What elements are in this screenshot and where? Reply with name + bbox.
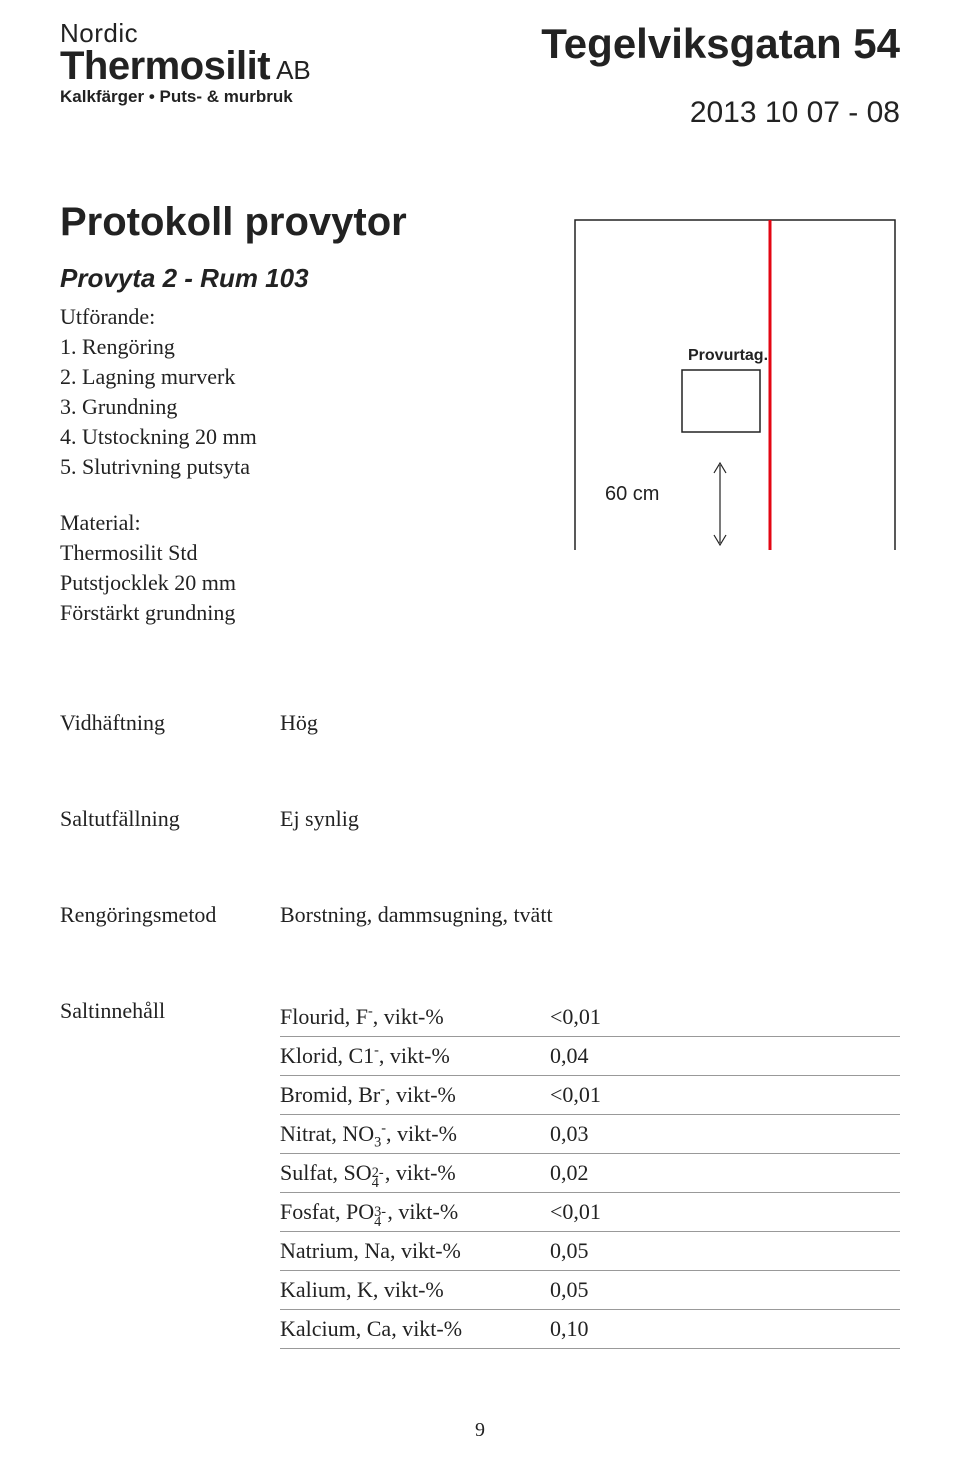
salt-row-value: 0,03 bbox=[550, 1121, 630, 1147]
salt-row-value: 0,02 bbox=[550, 1160, 630, 1186]
utforande-label: Utförande: bbox=[60, 304, 570, 330]
logo-tagline: Kalkfärger • Puts- & murbruk bbox=[60, 88, 311, 105]
salt-row: Bromid, Br-, vikt-%<0,01 bbox=[280, 1076, 900, 1115]
protocol-heading: Protokoll provytor bbox=[60, 200, 570, 245]
salt-row-value: <0,01 bbox=[550, 1082, 630, 1108]
salt-row-value: 0,05 bbox=[550, 1277, 630, 1303]
saltutfallning-label: Saltutfällning bbox=[60, 806, 280, 832]
vidhaftning-label: Vidhäftning bbox=[60, 710, 280, 736]
utforande-step: 2. Lagning murverk bbox=[60, 364, 570, 390]
utforande-step: 3. Grundning bbox=[60, 394, 570, 420]
logo-line-nordic: Nordic bbox=[60, 20, 311, 46]
salt-row-label: Kalium, K, vikt-% bbox=[280, 1277, 550, 1303]
salt-row: Nitrat, NO3-, vikt-%0,03 bbox=[280, 1115, 900, 1154]
rengoringsmetod-value: Borstning, dammsugning, tvätt bbox=[280, 902, 553, 928]
material-line: Förstärkt grundning bbox=[60, 600, 570, 626]
salt-row: Sulfat, SO42-, vikt-%0,02 bbox=[280, 1154, 900, 1193]
sample-box bbox=[682, 370, 760, 432]
provurtag-label: Provurtag. bbox=[688, 347, 768, 364]
salt-row-value: 0,10 bbox=[550, 1316, 630, 1342]
dimension-arrow bbox=[714, 463, 726, 545]
salt-row-value: 0,04 bbox=[550, 1043, 630, 1069]
salt-row-label: Bromid, Br-, vikt-% bbox=[280, 1082, 550, 1108]
salt-row: Flourid, F-, vikt-%<0,01 bbox=[280, 998, 900, 1037]
protocol-info: Protokoll provytor Provyta 2 - Rum 103 U… bbox=[60, 200, 570, 630]
page-header: Nordic Thermosilit AB Kalkfärger • Puts-… bbox=[60, 20, 900, 130]
dimension-label: 60 cm bbox=[605, 483, 659, 505]
protocol-subheading: Provyta 2 - Rum 103 bbox=[60, 263, 570, 294]
salt-section-label: Saltinnehåll bbox=[60, 998, 280, 1349]
rengoringsmetod-label: Rengöringsmetod bbox=[60, 902, 280, 928]
utforande-step: 5. Slutrivning putsyta bbox=[60, 454, 570, 480]
salt-row: Kalium, K, vikt-%0,05 bbox=[280, 1271, 900, 1310]
salt-row-value: 0,05 bbox=[550, 1238, 630, 1264]
rengoringsmetod-row: Rengöringsmetod Borstning, dammsugning, … bbox=[60, 902, 900, 928]
material-line: Putstjocklek 20 mm bbox=[60, 570, 570, 596]
salt-row-label: Natrium, Na, vikt-% bbox=[280, 1238, 550, 1264]
salt-row: Fosfat, PO43-, vikt-%<0,01 bbox=[280, 1193, 900, 1232]
logo-line-thermosilit: Thermosilit bbox=[60, 46, 270, 86]
salt-row-label: Kalcium, Ca, vikt-% bbox=[280, 1316, 550, 1342]
salt-row: Kalcium, Ca, vikt-%0,10 bbox=[280, 1310, 900, 1349]
material-line: Thermosilit Std bbox=[60, 540, 570, 566]
salt-row: Natrium, Na, vikt-%0,05 bbox=[280, 1232, 900, 1271]
saltutfallning-row: Saltutfällning Ej synlig bbox=[60, 806, 900, 832]
salt-row-label: Fosfat, PO43-, vikt-% bbox=[280, 1199, 550, 1225]
salt-content-section: Saltinnehåll Flourid, F-, vikt-%<0,01Klo… bbox=[60, 998, 900, 1349]
utforande-step: 1. Rengöring bbox=[60, 334, 570, 360]
salt-row-value: <0,01 bbox=[550, 1004, 630, 1030]
salt-row-label: Flourid, F-, vikt-% bbox=[280, 1004, 550, 1030]
page-number: 9 bbox=[60, 1419, 900, 1442]
company-logo: Nordic Thermosilit AB Kalkfärger • Puts-… bbox=[60, 20, 311, 105]
salt-row-value: <0,01 bbox=[550, 1199, 630, 1225]
salt-row-label: Klorid, C1-, vikt-% bbox=[280, 1043, 550, 1069]
utforande-step: 4. Utstockning 20 mm bbox=[60, 424, 570, 450]
salt-row-label: Sulfat, SO42-, vikt-% bbox=[280, 1160, 550, 1186]
logo-line-ab: AB bbox=[276, 57, 311, 83]
saltutfallning-value: Ej synlig bbox=[280, 806, 359, 832]
salt-row-label: Nitrat, NO3-, vikt-% bbox=[280, 1121, 550, 1147]
vidhaftning-value: Hög bbox=[280, 710, 318, 736]
document-title-block: Tegelviksgatan 54 2013 10 07 - 08 bbox=[541, 20, 900, 130]
material-label: Material: bbox=[60, 510, 570, 536]
sample-diagram: Provurtag. 60 cm bbox=[570, 200, 900, 555]
vidhaftning-row: Vidhäftning Hög bbox=[60, 710, 900, 736]
salt-row: Klorid, C1-, vikt-%0,04 bbox=[280, 1037, 900, 1076]
document-date: 2013 10 07 - 08 bbox=[541, 96, 900, 130]
document-title: Tegelviksgatan 54 bbox=[541, 20, 900, 68]
